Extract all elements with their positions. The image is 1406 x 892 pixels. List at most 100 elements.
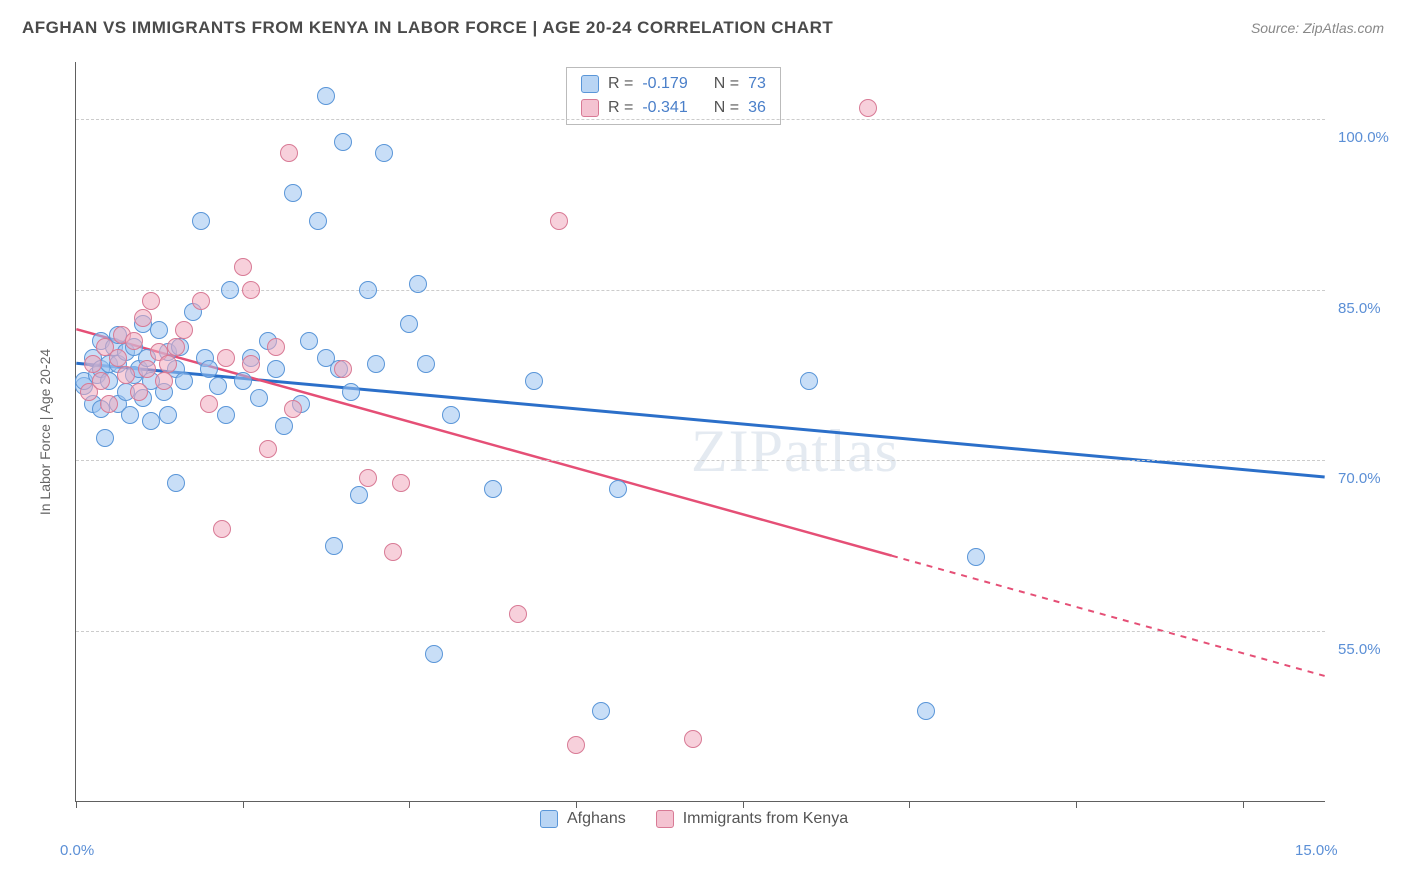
- data-point-a: [267, 360, 285, 378]
- data-point-a: [275, 417, 293, 435]
- data-point-b: [109, 349, 127, 367]
- data-point-a: [425, 645, 443, 663]
- y-tick-label: 55.0%: [1338, 641, 1381, 658]
- legend-r-label: R =: [608, 75, 633, 93]
- data-point-a: [350, 486, 368, 504]
- legend-series-a: Afghans: [540, 810, 626, 828]
- data-point-b: [138, 360, 156, 378]
- data-point-b: [167, 338, 185, 356]
- data-point-a: [284, 184, 302, 202]
- legend-swatch-icon: [540, 810, 558, 828]
- data-point-a: [250, 389, 268, 407]
- gridline-h: [76, 290, 1325, 291]
- data-point-a: [375, 144, 393, 162]
- x-tick: [743, 801, 744, 808]
- data-point-b: [280, 144, 298, 162]
- data-point-b: [92, 372, 110, 390]
- data-point-a: [234, 372, 252, 390]
- data-point-a: [967, 548, 985, 566]
- data-point-a: [192, 212, 210, 230]
- y-tick-label: 70.0%: [1338, 470, 1381, 487]
- data-point-a: [800, 372, 818, 390]
- trend-lines: [76, 62, 1325, 801]
- data-point-a: [309, 212, 327, 230]
- x-tick-start: 0.0%: [60, 842, 94, 859]
- x-tick: [243, 801, 244, 808]
- legend-swatch-icon: [656, 810, 674, 828]
- legend-series: Afghans Immigrants from Kenya: [540, 810, 848, 828]
- data-point-b: [134, 309, 152, 327]
- gridline-h: [76, 631, 1325, 632]
- legend-r-value: -0.341: [642, 99, 687, 117]
- legend-series-b: Immigrants from Kenya: [656, 810, 848, 828]
- data-point-a: [917, 702, 935, 720]
- data-point-a: [592, 702, 610, 720]
- y-tick-label: 85.0%: [1338, 300, 1381, 317]
- data-point-a: [300, 332, 318, 350]
- data-point-a: [342, 383, 360, 401]
- x-tick: [1243, 801, 1244, 808]
- data-point-b: [567, 736, 585, 754]
- data-point-b: [117, 366, 135, 384]
- legend-correlation: R = -0.179 N = 73 R = -0.341 N = 36: [566, 67, 781, 125]
- data-point-a: [159, 406, 177, 424]
- data-point-a: [484, 480, 502, 498]
- data-point-a: [409, 275, 427, 293]
- data-point-b: [217, 349, 235, 367]
- data-point-b: [155, 372, 173, 390]
- data-point-a: [209, 377, 227, 395]
- data-point-b: [84, 355, 102, 373]
- legend-n-value: 73: [748, 75, 766, 93]
- data-point-a: [150, 321, 168, 339]
- legend-r-label: R =: [608, 99, 633, 117]
- x-tick: [76, 801, 77, 808]
- data-point-b: [234, 258, 252, 276]
- data-point-a: [217, 406, 235, 424]
- legend-r-value: -0.179: [642, 75, 687, 93]
- data-point-b: [267, 338, 285, 356]
- gridline-h: [76, 119, 1325, 120]
- data-point-a: [525, 372, 543, 390]
- data-point-a: [221, 281, 239, 299]
- data-point-a: [400, 315, 418, 333]
- chart-title: AFGHAN VS IMMIGRANTS FROM KENYA IN LABOR…: [22, 18, 833, 38]
- data-point-b: [359, 469, 377, 487]
- data-point-b: [859, 99, 877, 117]
- x-tick: [909, 801, 910, 808]
- legend-series-label: Afghans: [567, 810, 626, 828]
- header: AFGHAN VS IMMIGRANTS FROM KENYA IN LABOR…: [0, 0, 1406, 48]
- x-tick: [1076, 801, 1077, 808]
- y-axis-label: In Labor Force | Age 20-24: [37, 349, 53, 515]
- x-tick-end: 15.0%: [1295, 842, 1338, 859]
- data-point-b: [100, 395, 118, 413]
- data-point-b: [284, 400, 302, 418]
- data-point-b: [175, 321, 193, 339]
- data-point-b: [242, 355, 260, 373]
- data-point-a: [317, 87, 335, 105]
- data-point-b: [159, 355, 177, 373]
- legend-n-value: 36: [748, 99, 766, 117]
- legend-row-a: R = -0.179 N = 73: [567, 72, 780, 96]
- data-point-b: [130, 383, 148, 401]
- data-point-b: [684, 730, 702, 748]
- legend-swatch-a: [581, 75, 599, 93]
- data-point-b: [259, 440, 277, 458]
- legend-series-label: Immigrants from Kenya: [683, 810, 848, 828]
- data-point-a: [442, 406, 460, 424]
- chart-container: In Labor Force | Age 20-24 ZIPatlas R =-…: [20, 52, 1386, 842]
- x-tick: [409, 801, 410, 808]
- data-point-a: [417, 355, 435, 373]
- data-point-a: [334, 133, 352, 151]
- data-point-a: [359, 281, 377, 299]
- data-point-b: [200, 395, 218, 413]
- data-point-b: [384, 543, 402, 561]
- data-point-a: [367, 355, 385, 373]
- data-point-a: [121, 406, 139, 424]
- legend-n-label: N =: [714, 75, 739, 93]
- data-point-b: [125, 332, 143, 350]
- legend-n-label: N =: [714, 99, 739, 117]
- data-point-b: [392, 474, 410, 492]
- data-point-a: [609, 480, 627, 498]
- data-point-a: [200, 360, 218, 378]
- data-point-b: [550, 212, 568, 230]
